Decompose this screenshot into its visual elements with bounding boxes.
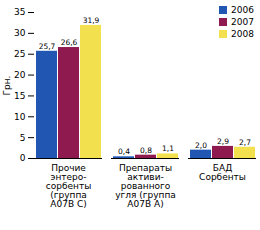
svg-text:2,9: 2,9	[217, 137, 229, 146]
svg-text:БАДСорбенты: БАДСорбенты	[199, 163, 246, 182]
svg-text:2,7: 2,7	[239, 138, 251, 147]
svg-text:0: 0	[20, 153, 26, 163]
html-text:2007: 2007	[231, 17, 254, 27]
svg-text:25,7: 25,7	[39, 42, 56, 51]
svg-text:0,4: 0,4	[118, 147, 130, 156]
svg-text:Препаратыактиви-рованногоугля: Препаратыактиви-рованногоугля (группаA07…	[115, 163, 176, 209]
svg-text:25: 25	[14, 49, 25, 59]
svg-text:30: 30	[14, 28, 26, 38]
svg-text:5: 5	[20, 133, 26, 143]
svg-text:15: 15	[14, 91, 25, 101]
svg-text:Прочиеэнтеро-сорбенты(группаA0: Прочиеэнтеро-сорбенты(группаA07B C)	[46, 163, 92, 209]
html-text:2008: 2008	[231, 29, 254, 39]
svg-text:20: 20	[14, 70, 26, 80]
svg-text:0,8: 0,8	[140, 146, 152, 155]
svg-text:35: 35	[14, 7, 25, 17]
svg-text:Грн.: Грн.	[2, 76, 12, 96]
svg-text:1,1: 1,1	[162, 144, 174, 153]
svg-text:10: 10	[14, 112, 26, 122]
svg-text:2,0: 2,0	[195, 141, 207, 150]
html-text:2006: 2006	[231, 5, 254, 15]
svg-text:26,6: 26,6	[61, 38, 78, 47]
svg-text:31,9: 31,9	[83, 16, 100, 25]
